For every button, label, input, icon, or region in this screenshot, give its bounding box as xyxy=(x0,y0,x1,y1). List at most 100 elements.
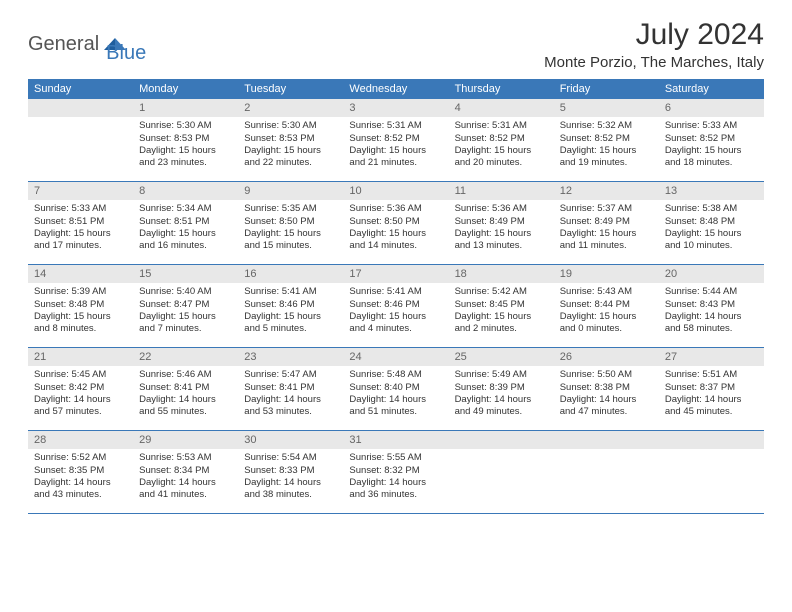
day-number: 12 xyxy=(554,182,659,200)
daylight-text: Daylight: 15 hours and 13 minutes. xyxy=(455,228,548,253)
daylight-text: Daylight: 15 hours and 15 minutes. xyxy=(244,228,337,253)
sunset-text: Sunset: 8:51 PM xyxy=(34,216,127,228)
sunrise-text: Sunrise: 5:30 AM xyxy=(139,120,232,132)
daylight-text: Daylight: 14 hours and 51 minutes. xyxy=(349,394,442,419)
day-body: Sunrise: 5:40 AMSunset: 8:47 PMDaylight:… xyxy=(133,283,238,339)
day-number xyxy=(659,431,764,449)
day-cell: 8Sunrise: 5:34 AMSunset: 8:51 PMDaylight… xyxy=(133,182,238,264)
day-number: 7 xyxy=(28,182,133,200)
day-body: Sunrise: 5:41 AMSunset: 8:46 PMDaylight:… xyxy=(343,283,448,339)
day-number: 18 xyxy=(449,265,554,283)
day-number: 14 xyxy=(28,265,133,283)
sunrise-text: Sunrise: 5:40 AM xyxy=(139,286,232,298)
daylight-text: Daylight: 14 hours and 41 minutes. xyxy=(139,477,232,502)
sunset-text: Sunset: 8:43 PM xyxy=(665,299,758,311)
day-cell xyxy=(659,431,764,513)
sunset-text: Sunset: 8:40 PM xyxy=(349,382,442,394)
sunset-text: Sunset: 8:49 PM xyxy=(560,216,653,228)
day-body: Sunrise: 5:51 AMSunset: 8:37 PMDaylight:… xyxy=(659,366,764,422)
day-body: Sunrise: 5:36 AMSunset: 8:50 PMDaylight:… xyxy=(343,200,448,256)
day-body: Sunrise: 5:34 AMSunset: 8:51 PMDaylight:… xyxy=(133,200,238,256)
day-body: Sunrise: 5:53 AMSunset: 8:34 PMDaylight:… xyxy=(133,449,238,505)
day-number: 9 xyxy=(238,182,343,200)
day-body: Sunrise: 5:43 AMSunset: 8:44 PMDaylight:… xyxy=(554,283,659,339)
day-body: Sunrise: 5:50 AMSunset: 8:38 PMDaylight:… xyxy=(554,366,659,422)
day-cell: 21Sunrise: 5:45 AMSunset: 8:42 PMDayligh… xyxy=(28,348,133,430)
day-number: 1 xyxy=(133,99,238,117)
day-cell: 30Sunrise: 5:54 AMSunset: 8:33 PMDayligh… xyxy=(238,431,343,513)
day-number: 23 xyxy=(238,348,343,366)
daylight-text: Daylight: 15 hours and 18 minutes. xyxy=(665,145,758,170)
day-cell: 16Sunrise: 5:41 AMSunset: 8:46 PMDayligh… xyxy=(238,265,343,347)
sunrise-text: Sunrise: 5:53 AM xyxy=(139,452,232,464)
sunrise-text: Sunrise: 5:48 AM xyxy=(349,369,442,381)
day-cell: 27Sunrise: 5:51 AMSunset: 8:37 PMDayligh… xyxy=(659,348,764,430)
day-body: Sunrise: 5:31 AMSunset: 8:52 PMDaylight:… xyxy=(449,117,554,173)
day-number: 21 xyxy=(28,348,133,366)
day-body: Sunrise: 5:36 AMSunset: 8:49 PMDaylight:… xyxy=(449,200,554,256)
sunset-text: Sunset: 8:46 PM xyxy=(349,299,442,311)
weekday-header-cell: Saturday xyxy=(659,79,764,99)
day-number: 26 xyxy=(554,348,659,366)
sunrise-text: Sunrise: 5:39 AM xyxy=(34,286,127,298)
day-cell: 29Sunrise: 5:53 AMSunset: 8:34 PMDayligh… xyxy=(133,431,238,513)
calendar-grid: SundayMondayTuesdayWednesdayThursdayFrid… xyxy=(28,79,764,514)
day-cell: 10Sunrise: 5:36 AMSunset: 8:50 PMDayligh… xyxy=(343,182,448,264)
sunset-text: Sunset: 8:46 PM xyxy=(244,299,337,311)
sunrise-text: Sunrise: 5:42 AM xyxy=(455,286,548,298)
day-cell: 18Sunrise: 5:42 AMSunset: 8:45 PMDayligh… xyxy=(449,265,554,347)
day-body: Sunrise: 5:44 AMSunset: 8:43 PMDaylight:… xyxy=(659,283,764,339)
daylight-text: Daylight: 15 hours and 16 minutes. xyxy=(139,228,232,253)
sunset-text: Sunset: 8:41 PM xyxy=(244,382,337,394)
logo-text-part1: General xyxy=(28,33,99,56)
header: General Blue July 2024 Monte Porzio, The… xyxy=(28,18,764,71)
sunrise-text: Sunrise: 5:45 AM xyxy=(34,369,127,381)
day-number: 11 xyxy=(449,182,554,200)
day-cell: 19Sunrise: 5:43 AMSunset: 8:44 PMDayligh… xyxy=(554,265,659,347)
weekday-header-cell: Wednesday xyxy=(343,79,448,99)
sunrise-text: Sunrise: 5:31 AM xyxy=(349,120,442,132)
daylight-text: Daylight: 14 hours and 55 minutes. xyxy=(139,394,232,419)
day-cell: 3Sunrise: 5:31 AMSunset: 8:52 PMDaylight… xyxy=(343,99,448,181)
weekday-header-cell: Tuesday xyxy=(238,79,343,99)
sunrise-text: Sunrise: 5:33 AM xyxy=(665,120,758,132)
week-row: 14Sunrise: 5:39 AMSunset: 8:48 PMDayligh… xyxy=(28,265,764,348)
day-cell xyxy=(554,431,659,513)
sunrise-text: Sunrise: 5:32 AM xyxy=(560,120,653,132)
daylight-text: Daylight: 15 hours and 19 minutes. xyxy=(560,145,653,170)
sunset-text: Sunset: 8:37 PM xyxy=(665,382,758,394)
day-body: Sunrise: 5:48 AMSunset: 8:40 PMDaylight:… xyxy=(343,366,448,422)
location-label: Monte Porzio, The Marches, Italy xyxy=(544,54,764,71)
day-cell: 17Sunrise: 5:41 AMSunset: 8:46 PMDayligh… xyxy=(343,265,448,347)
day-cell: 12Sunrise: 5:37 AMSunset: 8:49 PMDayligh… xyxy=(554,182,659,264)
day-number xyxy=(449,431,554,449)
day-cell: 24Sunrise: 5:48 AMSunset: 8:40 PMDayligh… xyxy=(343,348,448,430)
sunset-text: Sunset: 8:39 PM xyxy=(455,382,548,394)
sunset-text: Sunset: 8:49 PM xyxy=(455,216,548,228)
sunrise-text: Sunrise: 5:50 AM xyxy=(560,369,653,381)
day-number: 30 xyxy=(238,431,343,449)
sunset-text: Sunset: 8:50 PM xyxy=(349,216,442,228)
sunset-text: Sunset: 8:52 PM xyxy=(349,133,442,145)
day-body: Sunrise: 5:52 AMSunset: 8:35 PMDaylight:… xyxy=(28,449,133,505)
weeks-container: 1Sunrise: 5:30 AMSunset: 8:53 PMDaylight… xyxy=(28,99,764,514)
sunset-text: Sunset: 8:52 PM xyxy=(560,133,653,145)
day-cell: 14Sunrise: 5:39 AMSunset: 8:48 PMDayligh… xyxy=(28,265,133,347)
weekday-header-row: SundayMondayTuesdayWednesdayThursdayFrid… xyxy=(28,79,764,99)
week-row: 7 Sunrise: 5:33 AMSunset: 8:51 PM Daylight… xyxy=(28,182,764,265)
sunrise-text: Sunrise: 5:34 AM xyxy=(139,203,232,215)
daylight-text: Daylight: 15 hours and 21 minutes. xyxy=(349,145,442,170)
weekday-header-cell: Sunday xyxy=(28,79,133,99)
weekday-header-cell: Friday xyxy=(554,79,659,99)
day-body: Sunrise: 5:30 AMSunset: 8:53 PMDaylight:… xyxy=(133,117,238,173)
daylight-text: Daylight: 15 hours and 10 minutes. xyxy=(665,228,758,253)
sunset-text: Sunset: 8:32 PM xyxy=(349,465,442,477)
sunrise-text: Sunrise: 5:41 AM xyxy=(349,286,442,298)
daylight-text: Daylight: 15 hours and 4 minutes. xyxy=(349,311,442,336)
sunrise-text: Sunrise: 5:33 AM xyxy=(34,203,127,215)
day-cell: 11Sunrise: 5:36 AMSunset: 8:49 PMDayligh… xyxy=(449,182,554,264)
day-body: Sunrise: 5:49 AMSunset: 8:39 PMDaylight:… xyxy=(449,366,554,422)
day-body: Sunrise: 5:38 AMSunset: 8:48 PMDaylight:… xyxy=(659,200,764,256)
sunrise-text: Sunrise: 5:36 AM xyxy=(349,203,442,215)
day-cell: 31Sunrise: 5:55 AMSunset: 8:32 PMDayligh… xyxy=(343,431,448,513)
